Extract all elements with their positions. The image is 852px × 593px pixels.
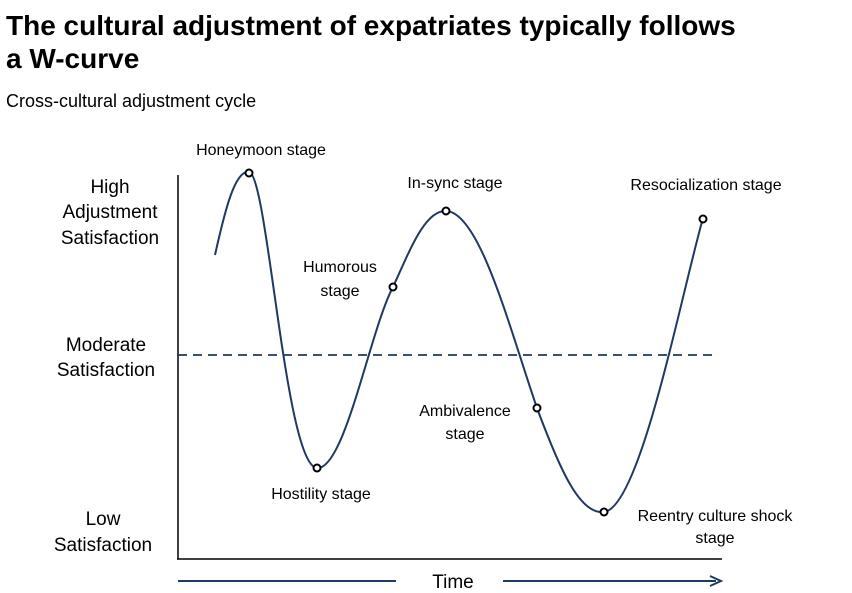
y-label: Moderate bbox=[66, 335, 146, 356]
x-label: Time bbox=[432, 572, 474, 593]
y-label: Satisfaction bbox=[61, 228, 159, 249]
stage-label: stage bbox=[445, 426, 484, 443]
stage-label: Reentry culture shock bbox=[638, 508, 794, 525]
stage-point bbox=[599, 507, 609, 517]
stage-label: stage bbox=[695, 530, 734, 547]
title: a W-curve bbox=[6, 43, 139, 74]
stage-label: Humorous bbox=[303, 259, 377, 276]
y-label: Low bbox=[86, 509, 121, 530]
stage-point bbox=[312, 463, 322, 473]
stage-points bbox=[244, 168, 708, 517]
stage-label: stage bbox=[320, 283, 359, 300]
stage-point bbox=[244, 168, 254, 178]
w-curve bbox=[214, 171, 704, 514]
stage-point bbox=[698, 214, 708, 224]
y-label: Adjustment bbox=[62, 202, 158, 223]
subtitle: Cross-cultural adjustment cycle bbox=[6, 91, 256, 111]
stage-labels: Honeymoon stage Hostility stage Humorous… bbox=[196, 142, 793, 547]
stage-point bbox=[441, 206, 451, 216]
stage-point bbox=[388, 282, 398, 292]
stage-label: Resocialization stage bbox=[630, 177, 781, 194]
y-label: High bbox=[90, 177, 129, 198]
y-labels: High Adjustment Satisfaction Moderate Sa… bbox=[54, 177, 159, 556]
arrow-head bbox=[709, 575, 724, 587]
stage-label: Ambivalence bbox=[419, 403, 511, 420]
stage-point bbox=[532, 403, 542, 413]
stage-label: In-sync stage bbox=[407, 175, 502, 192]
stage-label: Honeymoon stage bbox=[196, 142, 326, 159]
y-label: Satisfaction bbox=[54, 535, 152, 556]
stage-label: Hostility stage bbox=[271, 486, 371, 503]
title: The cultural adjustment of expatriates t… bbox=[6, 10, 736, 41]
y-label: Satisfaction bbox=[57, 360, 155, 381]
